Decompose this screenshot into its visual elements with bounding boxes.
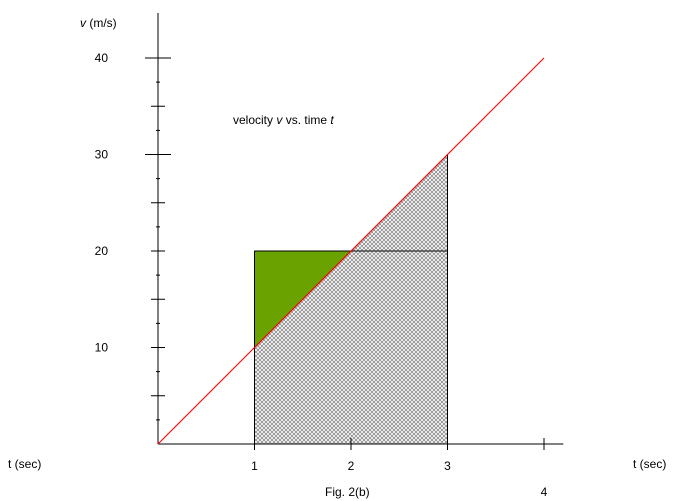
y-tick-label-30: 30 — [95, 148, 109, 162]
tick-labels: 1 2 3 4 10 20 30 40 — [95, 51, 548, 499]
x-axis-label-right: t (sec) — [633, 457, 666, 471]
series-layer — [157, 57, 545, 445]
x-axis-label-left: t (sec) — [8, 457, 41, 471]
y-axis-label: v (m/s) — [80, 16, 117, 30]
shaded-regions — [254, 153, 448, 445]
y-tick-label-20: 20 — [95, 244, 109, 258]
y-tick-label-10: 10 — [95, 341, 109, 355]
x-tick-label-2: 2 — [348, 459, 355, 473]
velocity-line-0 — [157, 57, 545, 445]
x-tick-label-3: 3 — [444, 459, 451, 473]
x-tick-label-1: 1 — [251, 459, 258, 473]
figure-caption: Fig. 2(b) — [325, 485, 370, 499]
chart-title: velocity v vs. time t — [233, 113, 334, 127]
y-tick-label-40: 40 — [95, 51, 109, 65]
axes — [145, 13, 564, 450]
x-tick-label-4: 4 — [541, 485, 548, 499]
